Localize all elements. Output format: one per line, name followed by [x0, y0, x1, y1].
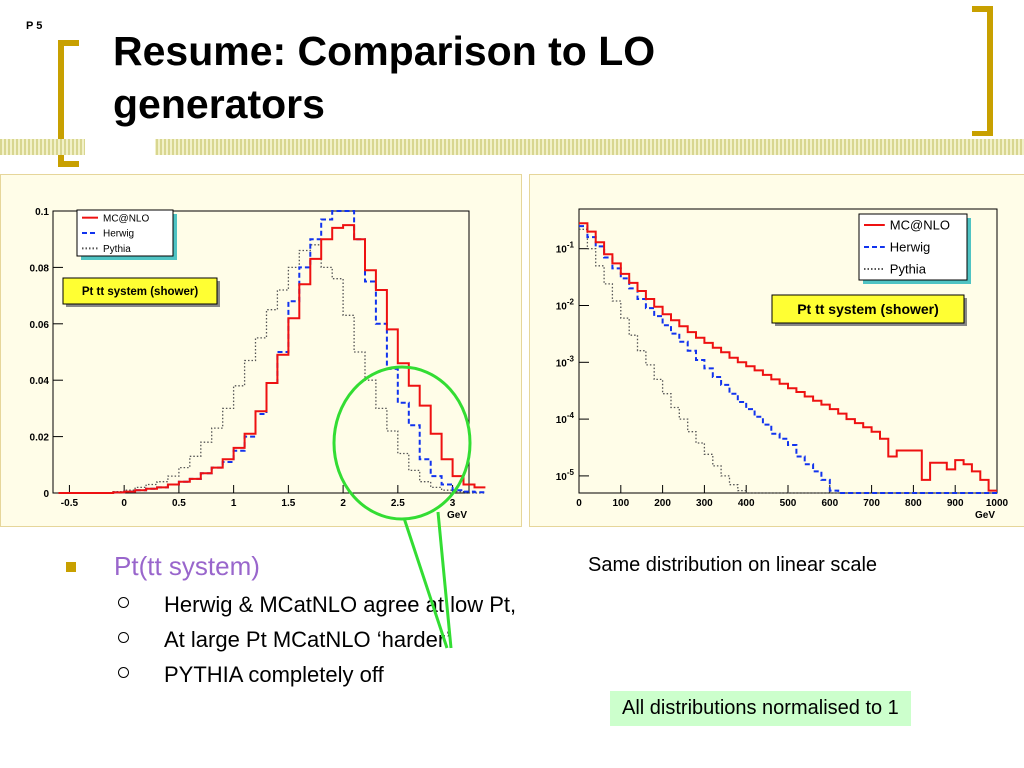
sub-bullet-list: Herwig & MCatNLO agree at low Pt, At lar… — [66, 590, 566, 689]
page-number: P 5 — [26, 20, 43, 32]
legend-entry: MC@NLO — [890, 218, 950, 233]
legend-entry: MC@NLO — [103, 213, 149, 224]
x-tick-label: 900 — [947, 498, 964, 509]
log-chart-panel: 0 100 200 300 400 500 600 700 800 900 1000 10-5 10-4… — [529, 174, 1024, 527]
x-tick-label: 1 — [231, 498, 237, 509]
series-line-mc-nlo — [58, 224, 486, 494]
y-tick-label: 10-5 — [556, 468, 575, 483]
x-tick-label: 2 — [340, 498, 346, 509]
y-tick-label: 0.02 — [30, 433, 50, 444]
y-tick-label: 0.1 — [35, 207, 49, 218]
x-tick-label: 600 — [821, 498, 838, 509]
x-tick-label: 200 — [654, 498, 671, 509]
plot-frame — [52, 210, 470, 494]
x-tick-label: -0.5 — [61, 498, 79, 509]
x-tick-label: 800 — [905, 498, 922, 509]
x-tick-label: 100 — [612, 498, 629, 509]
sub-bullet: At large Pt MCatNLO ‘harder’ — [118, 625, 566, 654]
normalisation-note: All distributions normalised to 1 — [610, 691, 911, 726]
linear-chart-panel: -0.5 0 0.5 1 1.5 2 2.5 3 0 0.02 0.04 0.06 0.08 0.1 GeV… — [0, 174, 522, 527]
bullet-circle-icon — [118, 667, 129, 678]
x-tick-label: 500 — [780, 498, 797, 509]
sub-bullet: PYTHIA completely off — [118, 660, 566, 689]
log-chart: 0 100 200 300 400 500 600 700 800 900 1000 10-5 10-4… — [556, 208, 1009, 521]
x-tick-label: 0 — [121, 498, 127, 509]
legend-entry: Pythia — [890, 262, 927, 277]
y-tick-label: 10-4 — [556, 411, 575, 426]
series-line-herwig — [579, 225, 997, 494]
y-tick-label: 0.08 — [30, 263, 50, 274]
x-tick-label: 1.5 — [281, 498, 295, 509]
right-bracket-icon — [972, 6, 993, 136]
x-tick-label: 0 — [576, 498, 582, 509]
y-tick-label: 10-2 — [556, 298, 575, 313]
x-tick-label: 300 — [696, 498, 713, 509]
sub-bullet: Herwig & MCatNLO agree at low Pt, — [118, 590, 566, 619]
y-tick-label: 0.06 — [30, 320, 50, 331]
legend-entry: Pythia — [103, 244, 131, 255]
bullet-main: Pt(tt system) — [66, 548, 566, 584]
bullet-main-text: Pt(tt system) — [114, 551, 260, 581]
slide-title: Resume: Comparison to LO generators — [113, 28, 656, 127]
chart-title-box — [771, 294, 965, 324]
left-bracket-icon — [58, 40, 79, 167]
x-tick-label: 400 — [738, 498, 755, 509]
legend-entry: Herwig — [103, 229, 134, 240]
chart-title: Pt tt system (shower) — [82, 286, 198, 298]
y-tick-label: 0.04 — [30, 376, 50, 387]
x-tick-label: 0.5 — [172, 498, 186, 509]
y-tick-label: 0 — [43, 489, 49, 500]
bullet-circle-icon — [118, 632, 129, 643]
chart-title: Pt tt system (shower) — [797, 301, 939, 317]
legend-entry: Herwig — [890, 240, 930, 255]
series-line-mc-nlo — [579, 222, 997, 492]
x-tick-label: 1000 — [986, 498, 1009, 509]
bullet-square-icon — [66, 562, 76, 572]
x-axis-label: GeV — [447, 510, 467, 521]
y-tick-label: 10-3 — [556, 354, 575, 369]
y-tick-label: 10-1 — [556, 241, 575, 256]
linear-scale-caption: Same distribution on linear scale — [588, 554, 878, 576]
bullet-list: Pt(tt system) Herwig & MCatNLO agree at … — [66, 548, 566, 695]
linear-chart: -0.5 0 0.5 1 1.5 2 2.5 3 0 0.02 0.04 0.06 0.08 0.1 GeV… — [30, 207, 486, 521]
x-tick-label: 700 — [863, 498, 880, 509]
x-tick-label: 2.5 — [391, 498, 405, 509]
title-divider — [0, 139, 1024, 155]
bullet-circle-icon — [118, 597, 129, 608]
x-axis-label: GeV — [975, 510, 995, 521]
chart-title-box — [62, 277, 218, 305]
x-tick-label: 3 — [450, 498, 456, 509]
